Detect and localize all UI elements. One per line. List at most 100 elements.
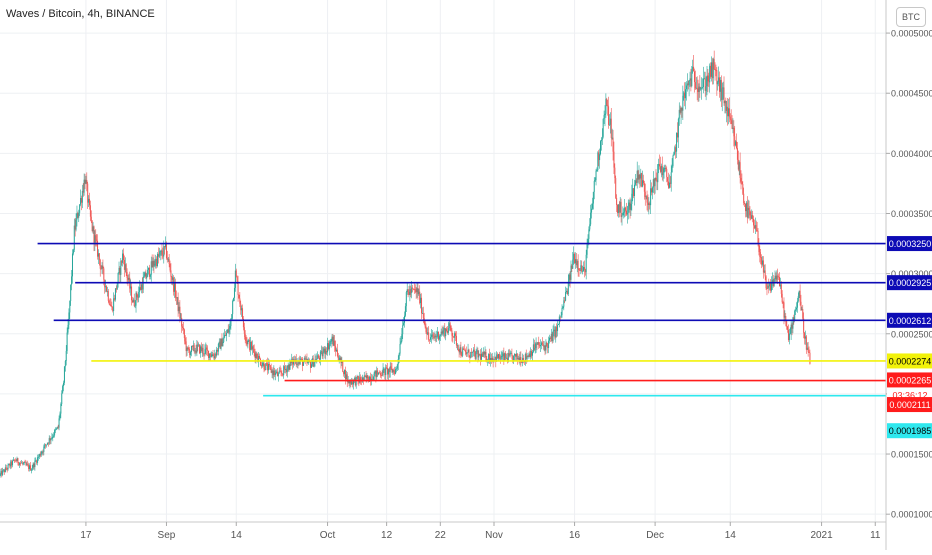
candle-body (441, 331, 443, 334)
candle-body (220, 338, 222, 349)
candle-body (234, 270, 236, 288)
candle-body (47, 442, 49, 444)
candle-body (21, 462, 23, 464)
candle-body (71, 253, 73, 277)
candle-body (622, 212, 624, 216)
candle-body (535, 343, 537, 349)
candle-body (244, 333, 246, 337)
candle-body (777, 275, 779, 277)
candle-body (607, 104, 609, 107)
candle-body (603, 115, 605, 119)
candle-body (304, 358, 306, 360)
candle-body (627, 206, 629, 213)
candle-body (706, 75, 708, 87)
candle-body (363, 375, 365, 381)
candle-body (295, 359, 297, 365)
candle-body (201, 347, 203, 352)
candle-body (472, 349, 474, 352)
candle-body (388, 368, 390, 373)
candle-body (786, 321, 788, 327)
candle-body (678, 109, 680, 119)
candle-body (122, 253, 124, 263)
candle-body (189, 350, 191, 356)
candle-body (787, 329, 789, 341)
candle-body (404, 306, 406, 316)
candle-body (44, 444, 46, 447)
candle-body (217, 343, 219, 352)
candle-body (596, 169, 598, 171)
candle-body (477, 350, 479, 358)
candle-body (436, 336, 438, 338)
candle-body (800, 301, 802, 311)
candle-body (635, 180, 637, 183)
candle-body (41, 451, 43, 454)
candle-body (0, 473, 1, 476)
candle-body (763, 270, 765, 273)
candle-body (158, 254, 160, 257)
candle-body (457, 345, 459, 350)
candle-body (182, 326, 184, 328)
candle-body (663, 168, 665, 173)
candle-body (415, 289, 417, 293)
candle-body (804, 336, 806, 339)
candle-body (204, 349, 206, 354)
candle-body (403, 322, 405, 326)
candle-body (332, 336, 334, 346)
candle-body (455, 335, 457, 346)
candle-body (101, 265, 103, 269)
candle-body (250, 341, 252, 350)
candle-body (78, 212, 80, 218)
candle-body (747, 207, 749, 218)
candle-body (414, 289, 416, 291)
candle-body (60, 403, 62, 414)
candle-body (658, 164, 660, 165)
candle-body (142, 277, 144, 290)
candle-body (736, 141, 738, 149)
candle-body (67, 324, 69, 333)
currency-button[interactable]: BTC (896, 7, 926, 27)
candle-body (665, 168, 667, 170)
chart-title: Waves / Bitcoin, 4h, BINANCE (6, 8, 155, 20)
candle-body (112, 307, 114, 311)
candle-body (140, 287, 142, 290)
candle-body (717, 82, 719, 85)
candle-body (128, 277, 130, 280)
candle-body (561, 307, 563, 316)
candle-body (753, 225, 755, 229)
candle-body (572, 259, 574, 269)
candle-body (391, 368, 393, 373)
candle-body (384, 368, 386, 376)
candle-body (200, 346, 202, 352)
candle-body (319, 351, 321, 360)
candle-body (146, 276, 148, 279)
horizontal-levels[interactable] (37, 242, 886, 397)
candle-body (293, 359, 295, 365)
candle-body (97, 240, 99, 257)
candle-body (353, 379, 355, 385)
candle-body (718, 77, 720, 83)
candle-body (604, 113, 606, 116)
candle-body (380, 375, 382, 376)
candle-body (175, 297, 177, 299)
candle-body (439, 335, 441, 337)
candle-body (79, 204, 81, 213)
candle-body (514, 353, 516, 357)
candle-body (790, 324, 792, 334)
candle-body (442, 330, 444, 334)
candle-body (693, 66, 695, 72)
candle-body (502, 353, 504, 357)
candle-body (427, 332, 429, 335)
candle-body (481, 353, 483, 357)
candle-body (727, 106, 729, 117)
candle-body (262, 362, 264, 366)
candle-body (755, 225, 757, 230)
candle-body (454, 333, 456, 338)
candle-body (147, 269, 149, 277)
candle-body (310, 362, 312, 368)
candle-body (592, 191, 594, 204)
candle-body (56, 426, 58, 429)
candle-body (26, 464, 28, 466)
candle-body (496, 354, 498, 362)
